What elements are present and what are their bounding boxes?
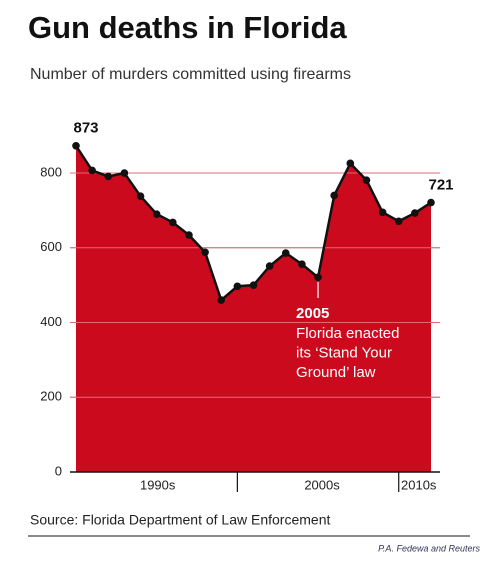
- point: [152, 210, 161, 218]
- annotation-text: Florida enacted: [296, 325, 399, 342]
- annotation-text: its ‘Stand Your: [296, 344, 392, 361]
- area: [76, 145, 431, 472]
- point: [427, 198, 435, 207]
- point: [346, 159, 355, 168]
- chart-subtitle: Number of murders committed using firear…: [30, 66, 351, 83]
- point: [120, 169, 129, 177]
- y-tick-label: 800: [40, 164, 62, 179]
- x-tick-label: 2000s: [304, 477, 340, 492]
- point: [281, 249, 290, 257]
- y-tick-label: 200: [40, 389, 62, 404]
- x-tick-label: 1990s: [140, 477, 176, 492]
- chart-title: Gun deaths in Florida: [28, 10, 347, 45]
- x-tick-label: 2010s: [401, 477, 437, 492]
- point: [378, 208, 387, 217]
- annotation-title: 2005: [296, 305, 329, 322]
- value-label: 873: [73, 120, 98, 137]
- point: [411, 209, 419, 217]
- point: [233, 282, 242, 291]
- point: [330, 191, 338, 200]
- point: [265, 262, 274, 270]
- point: [249, 281, 258, 289]
- point: [136, 192, 145, 201]
- plot: 0 200 400 600 800 873 721 1990s 2000s 2010s 2005 Fl…: [40, 120, 453, 493]
- credit: P.A. Fedewa and Reuters: [378, 543, 480, 553]
- point: [394, 217, 403, 226]
- point: [298, 260, 306, 269]
- y-tick-label: 400: [40, 314, 62, 329]
- point: [217, 296, 226, 304]
- point: [104, 172, 113, 181]
- point: [314, 273, 322, 282]
- y-tick-label: 0: [55, 463, 62, 478]
- source: Source: Florida Department of Law Enforc…: [30, 512, 330, 528]
- annotation-text: Ground’ law: [296, 364, 376, 381]
- point: [88, 166, 96, 175]
- point: [362, 176, 371, 184]
- y-tick-label: 600: [40, 239, 62, 254]
- point: [72, 141, 80, 150]
- point: [169, 218, 177, 227]
- value-label: 721: [428, 177, 453, 194]
- point: [185, 231, 193, 239]
- point: [201, 248, 209, 257]
